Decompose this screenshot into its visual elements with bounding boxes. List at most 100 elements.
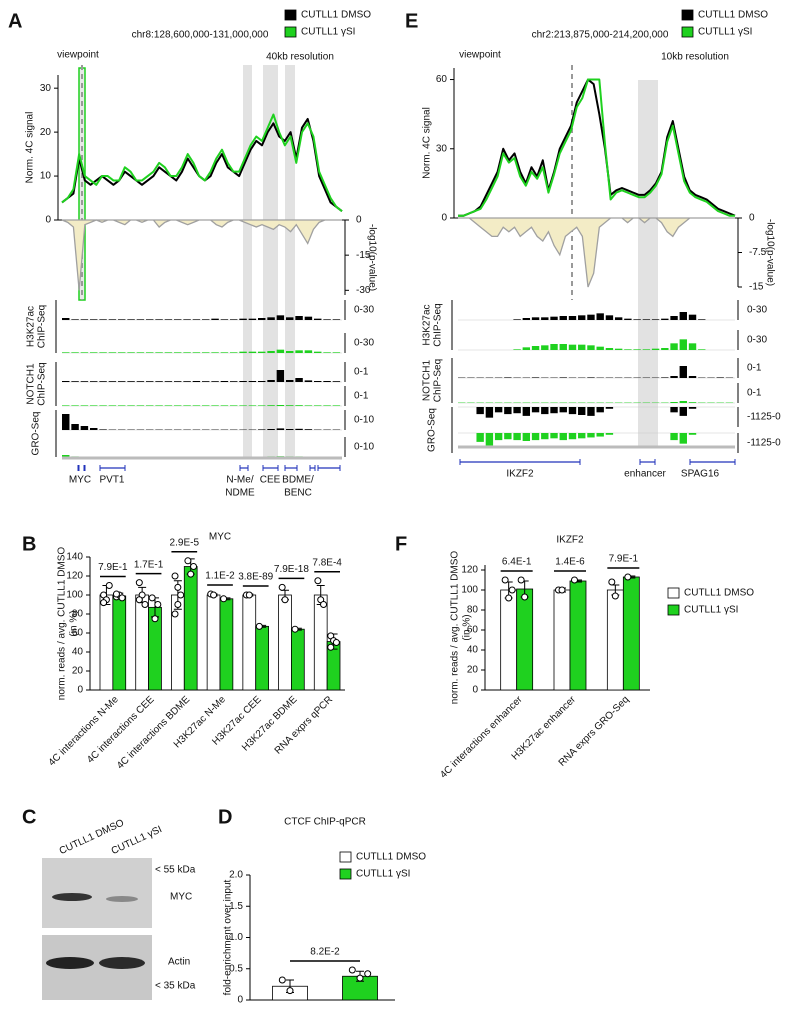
annotation: 10kb resolution xyxy=(661,52,729,63)
track-bar xyxy=(62,381,70,382)
track-bar xyxy=(164,319,173,320)
track-bar xyxy=(642,349,651,350)
track-bar xyxy=(248,318,257,320)
y-tick-label: 80 xyxy=(467,605,479,616)
y-tick-label: 20 xyxy=(40,127,52,138)
legend-swatch xyxy=(667,587,680,599)
track-bar xyxy=(62,455,70,457)
replicate-point xyxy=(245,591,253,599)
track-bar xyxy=(485,433,494,446)
replicate-point xyxy=(505,594,513,602)
track-bar xyxy=(286,317,294,320)
track-bar xyxy=(633,349,641,350)
track-bar xyxy=(258,405,266,406)
track-bar xyxy=(550,344,558,350)
p-value: 1.1E-2 xyxy=(205,571,235,582)
y-tick-label: 0 xyxy=(472,685,478,696)
panel-label: E xyxy=(405,10,418,32)
replicate-point xyxy=(184,557,192,565)
track-bar xyxy=(99,381,107,382)
y-tick-label: 2.0 xyxy=(229,870,243,881)
track-bar xyxy=(248,351,257,353)
bar xyxy=(516,588,534,691)
bar xyxy=(291,628,305,691)
replicate-point xyxy=(517,576,525,584)
y-tick-label: 60 xyxy=(72,628,84,639)
track-bar xyxy=(605,348,614,350)
replicate-point xyxy=(135,596,143,604)
track-range: 0-30 xyxy=(354,305,374,316)
track-bar xyxy=(192,352,201,353)
track-range: 0-10 xyxy=(354,442,374,453)
track-bar xyxy=(267,317,275,320)
panel-label: A xyxy=(8,10,22,32)
track-bar xyxy=(587,407,595,416)
track-bar xyxy=(522,407,531,416)
track-bar xyxy=(332,381,341,382)
track-bar xyxy=(605,407,614,409)
track-bar xyxy=(494,407,503,413)
p-value: 2.9E-5 xyxy=(170,537,200,548)
track-bar xyxy=(559,377,567,378)
track-group-label: GRO-Seq xyxy=(31,412,42,456)
track-bar xyxy=(578,315,586,320)
legend-label: CUTLL1 DMSO xyxy=(698,10,768,21)
track-bar xyxy=(587,377,595,378)
track-bar xyxy=(90,352,98,353)
p-value: 6.4E-1 xyxy=(502,557,532,568)
replicate-point xyxy=(570,576,578,584)
track-range: 0-30 xyxy=(747,335,767,346)
y-tick-label: 20 xyxy=(72,666,84,677)
track-bar xyxy=(587,433,595,438)
legend-label: CUTLL1 DMSO xyxy=(301,10,371,21)
track-bar xyxy=(541,345,549,350)
track-bar xyxy=(62,405,70,406)
track-bar xyxy=(679,433,687,444)
bar xyxy=(242,594,257,691)
legend-swatch xyxy=(681,26,694,38)
track-bar xyxy=(267,351,275,353)
track-bar xyxy=(679,401,687,403)
track-bar xyxy=(286,380,294,382)
track-bar xyxy=(642,319,651,320)
track-bar xyxy=(559,433,567,441)
replicate-point xyxy=(278,976,286,984)
track-bar xyxy=(716,377,724,378)
track-bar xyxy=(183,352,191,353)
track-bar xyxy=(192,319,201,320)
gene-label: SPAG16 xyxy=(681,469,720,480)
replicate-point xyxy=(177,591,185,599)
track-bar xyxy=(211,318,219,320)
y-tick-label: 30 xyxy=(436,143,448,154)
track-bar xyxy=(146,352,154,353)
track-bar xyxy=(239,318,247,320)
legend-label: CUTLL1 γSI xyxy=(301,27,355,38)
track-bar xyxy=(568,433,577,440)
track-bar xyxy=(295,378,303,382)
track-bar xyxy=(248,381,257,382)
track-bar xyxy=(267,405,275,406)
y-tick-label: 1.0 xyxy=(229,932,243,943)
track-bar xyxy=(286,351,294,353)
highlight xyxy=(243,65,252,458)
track-group-label: ChIP-Seq xyxy=(37,362,48,405)
signal-line xyxy=(458,78,735,217)
track-bar xyxy=(679,312,687,320)
y2-tick-label: 0 xyxy=(356,215,362,226)
track-bar xyxy=(314,318,322,320)
replicate-point xyxy=(356,974,364,982)
track-bar xyxy=(578,433,586,439)
replicate-point xyxy=(608,578,616,586)
replicate-point xyxy=(171,610,179,618)
track-bar xyxy=(476,433,484,442)
track-bar xyxy=(596,346,604,350)
track-bar xyxy=(688,314,697,320)
track-bar xyxy=(323,405,331,406)
replicate-point xyxy=(220,595,228,603)
track-bar xyxy=(485,407,494,418)
legend-swatch xyxy=(339,868,352,880)
band xyxy=(46,957,94,969)
track-bar xyxy=(596,407,604,413)
gene-label: MYC xyxy=(69,475,91,486)
track-bar xyxy=(587,345,595,350)
